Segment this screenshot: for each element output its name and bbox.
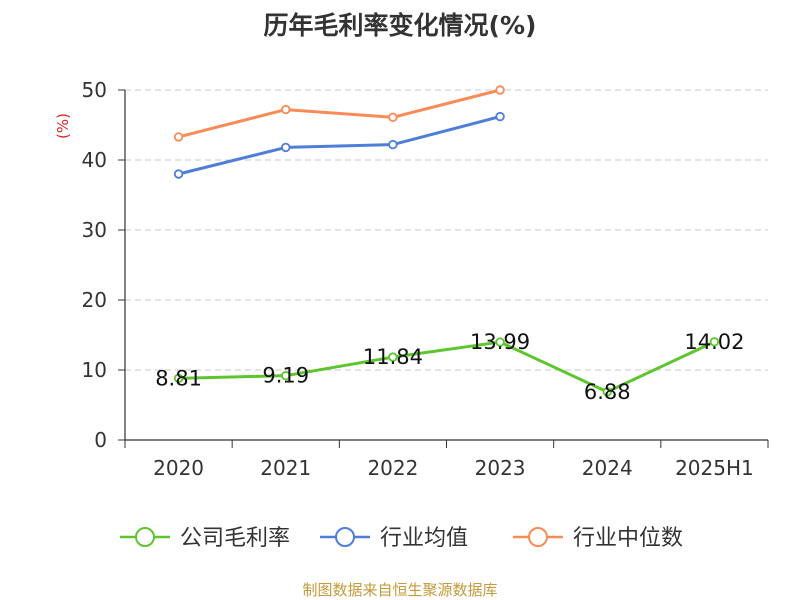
data-point[interactable] <box>709 337 720 347</box>
data-point[interactable] <box>495 337 505 347</box>
y-tick-label: 0 <box>94 428 107 452</box>
y-tick-label: 30 <box>82 218 107 242</box>
legend-marker <box>528 527 548 547</box>
y-tick-label: 20 <box>82 288 107 312</box>
legend[interactable]: 公司毛利率 行业均值 行业中位数 <box>120 526 683 551</box>
axes: 0 10 20 30 40 50 2020 2021 2022 2023 2024 2025H1 <box>82 78 769 480</box>
data-point[interactable] <box>281 142 291 153</box>
chart-title: 历年毛利率变化情况(%) <box>263 11 537 40</box>
x-tick-label: 2021 <box>260 456 311 480</box>
legend-item-gross_margin[interactable]: 公司毛利率 <box>120 526 290 551</box>
legend-item-industry_median[interactable]: 行业中位数 <box>513 526 683 551</box>
data-label: 6.88 <box>584 380 631 404</box>
data-point[interactable] <box>602 387 612 397</box>
series-lines: 8.81 9.19 11.84 13.99 6.88 14.02 <box>155 85 744 404</box>
legend-label: 行业中位数 <box>573 526 683 551</box>
x-tick-label: 2024 <box>582 456 633 480</box>
legend-item-industry_mean[interactable]: 行业均值 <box>320 526 468 551</box>
legend-label: 公司毛利率 <box>180 526 290 551</box>
series-industry_mean <box>173 111 505 179</box>
data-point[interactable] <box>495 85 505 95</box>
x-tick-label: 2020 <box>153 456 204 480</box>
source-note: 制图数据来自恒生聚源数据库 <box>302 581 498 599</box>
data-label: 11.84 <box>363 345 423 369</box>
data-point[interactable] <box>388 139 398 150</box>
data-point[interactable] <box>388 352 398 362</box>
legend-marker <box>135 527 155 547</box>
legend-marker <box>335 527 355 547</box>
data-label: 8.81 <box>155 366 202 390</box>
x-tick-label: 2022 <box>367 456 418 480</box>
data-point[interactable] <box>173 373 184 384</box>
data-point[interactable] <box>281 104 291 115</box>
series-line <box>178 340 716 394</box>
y-tick-label: 40 <box>82 148 107 172</box>
data-point[interactable] <box>388 112 398 122</box>
y-tick-label: 50 <box>82 78 107 102</box>
x-tick-label: 2023 <box>475 456 526 480</box>
data-label: 9.19 <box>262 364 309 388</box>
data-point[interactable] <box>173 132 184 142</box>
y-tick-label: 10 <box>82 358 107 382</box>
data-label: 14.02 <box>684 330 744 354</box>
legend-label: 行业均值 <box>380 526 468 551</box>
x-tick-label: 2025H1 <box>675 456 754 480</box>
data-point[interactable] <box>281 370 291 381</box>
grid-lines <box>125 89 768 371</box>
y-axis-label: (%) <box>54 113 72 139</box>
data-point[interactable] <box>495 111 505 122</box>
data-label: 13.99 <box>470 330 530 354</box>
series-gross_margin: 8.81 9.19 11.84 13.99 6.88 14.02 <box>155 330 744 404</box>
data-point[interactable] <box>173 169 184 179</box>
series-line <box>178 88 501 139</box>
series-industry_median <box>173 85 505 142</box>
series-line <box>178 115 501 176</box>
